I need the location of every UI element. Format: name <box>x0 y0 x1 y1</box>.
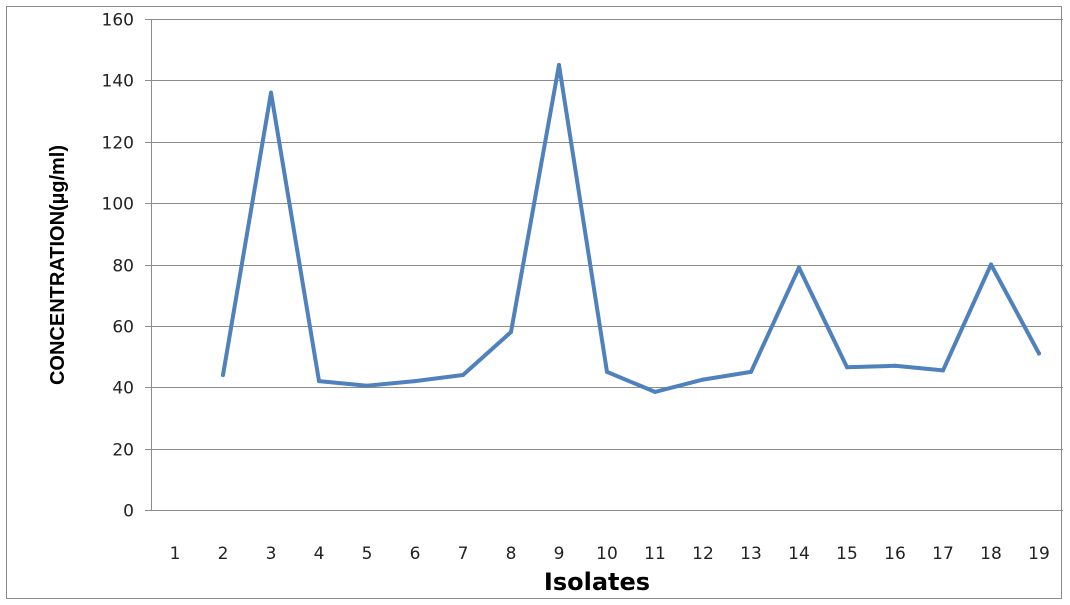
data-point-6 <box>413 379 417 384</box>
data-point-16 <box>893 363 897 368</box>
x-tick-label-13: 13 <box>740 544 762 564</box>
y-tick-label-160: 160 <box>102 11 134 31</box>
y-tick-label-60: 60 <box>112 318 134 338</box>
data-point-10 <box>605 369 609 374</box>
data-point-12 <box>701 377 705 382</box>
x-tick-label-10: 10 <box>596 544 618 564</box>
data-point-2 <box>221 373 225 377</box>
series <box>221 63 1041 394</box>
y-tick-label-20: 20 <box>112 441 134 461</box>
y-tick-labels: 0 20 40 60 80 100 120 140 160 <box>102 11 134 522</box>
data-point-14 <box>797 265 801 270</box>
gridlines <box>151 19 1063 450</box>
x-tick-labels: 1 2 3 4 5 6 7 8 9 10 11 12 13 14 15 16 17 18 19 <box>170 544 1050 564</box>
data-point-5 <box>365 383 369 388</box>
data-point-17 <box>941 368 945 373</box>
y-axis-label: CONCENTRATION(µg/ml) <box>47 145 69 385</box>
x-tick-label-14: 14 <box>788 544 810 564</box>
data-point-7 <box>461 373 465 377</box>
x-tick-label-4: 4 <box>314 544 325 564</box>
x-tick-label-12: 12 <box>692 544 714 564</box>
data-point-3 <box>269 90 273 95</box>
y-tick-label-80: 80 <box>112 257 134 277</box>
y-tick-label-120: 120 <box>102 134 134 154</box>
data-point-19 <box>1037 351 1041 356</box>
x-tick-label-3: 3 <box>266 544 277 564</box>
x-tick-label-7: 7 <box>458 544 469 564</box>
x-tick-label-8: 8 <box>506 544 517 564</box>
x-axis-label: Isolates <box>544 568 650 596</box>
data-point-4 <box>317 379 321 384</box>
chart-frame <box>6 6 1062 599</box>
y-tick-label-40: 40 <box>112 379 134 399</box>
x-tick-label-2: 2 <box>218 544 229 564</box>
x-tick-label-1: 1 <box>170 544 181 564</box>
x-tick-label-9: 9 <box>554 544 565 564</box>
data-point-15 <box>845 365 849 370</box>
series-line-0 <box>221 63 1041 394</box>
data-point-18 <box>989 262 993 267</box>
x-tick-label-6: 6 <box>410 544 421 564</box>
axes <box>145 19 1063 511</box>
x-tick-label-5: 5 <box>362 544 373 564</box>
x-tick-label-19: 19 <box>1028 544 1050 564</box>
data-point-11 <box>653 389 657 394</box>
y-tick-label-0: 0 <box>123 502 134 522</box>
data-point-13 <box>749 369 753 374</box>
y-tick-label-140: 140 <box>102 72 134 92</box>
data-point-9 <box>557 63 561 67</box>
x-tick-label-16: 16 <box>884 544 906 564</box>
x-tick-label-17: 17 <box>932 544 954 564</box>
x-tick-label-11: 11 <box>644 544 666 564</box>
x-tick-label-18: 18 <box>980 544 1002 564</box>
x-tick-label-15: 15 <box>836 544 858 564</box>
y-tick-label-100: 100 <box>102 195 134 215</box>
data-point-8 <box>509 330 513 334</box>
